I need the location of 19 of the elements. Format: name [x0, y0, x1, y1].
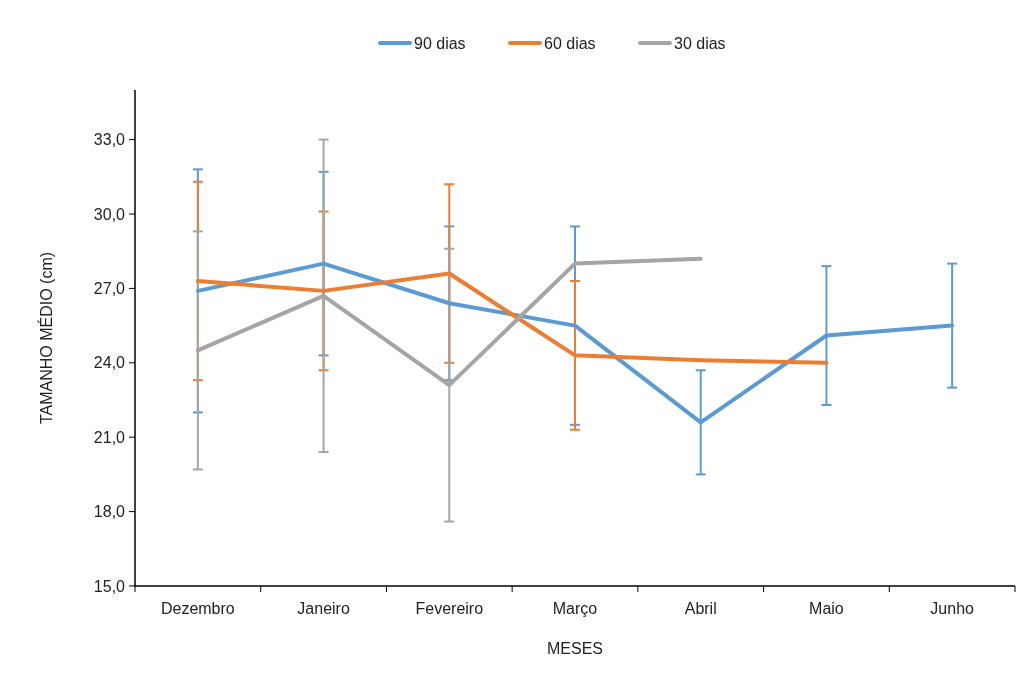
x-tick-label: Maio [809, 600, 844, 617]
x-axis-title: MESES [546, 640, 604, 657]
y-tick-label: 30,0 [93, 205, 126, 223]
y-tick-label: 33,0 [93, 131, 126, 149]
x-tick-label: Junho [930, 600, 975, 617]
x-tick-label: Fevereiro [415, 600, 484, 617]
y-tick-label: 21,0 [93, 428, 126, 446]
legend-label: 30 dias [674, 34, 726, 52]
y-tick-label: 18,0 [93, 503, 126, 521]
y-axis-title: TAMANHO MÉDIO (cm) [37, 251, 55, 425]
legend-label: 60 dias [544, 34, 596, 52]
x-tick-label: Janeiro [297, 600, 350, 617]
x-tick-label: Dezembro [160, 600, 235, 617]
x-tick-label: Abril [684, 600, 717, 617]
y-tick-label: 24,0 [93, 354, 126, 372]
x-tick-label: Março [552, 600, 598, 617]
y-tick-label: 27,0 [93, 280, 126, 297]
y-tick-label: 15,0 [93, 577, 126, 595]
legend-label: 90 dias [414, 34, 466, 52]
